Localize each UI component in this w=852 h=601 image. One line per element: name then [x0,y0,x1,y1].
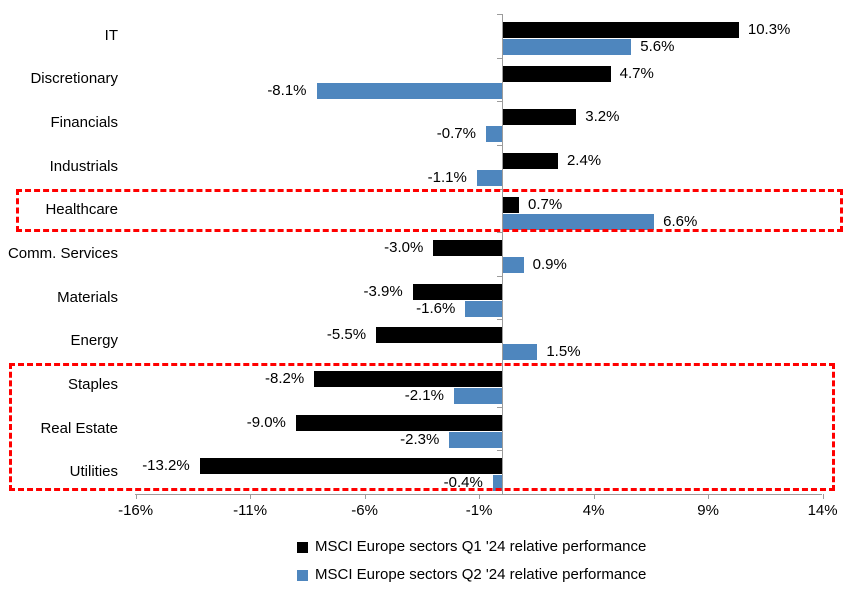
x-tick-label: -6% [351,502,378,519]
bar-q1 [412,283,502,300]
x-tick [250,494,252,499]
bar-q2 [503,257,524,274]
category-label: Materials [57,288,118,306]
x-tick [364,494,366,499]
bar-q2 [465,300,502,317]
value-label-q1: 2.4% [566,151,602,169]
category-tick [497,319,502,321]
value-label-q1: -9.0% [246,413,286,431]
value-label-q1: -8.2% [265,370,305,388]
x-tick-label: -11% [233,502,268,519]
highlight-box [16,188,843,233]
x-tick-label: 4% [582,502,605,519]
x-tick [708,494,710,499]
value-label-q2: -2.3% [400,430,440,448]
value-label-q2: 0.9% [532,256,567,274]
bar-q2 [503,213,655,230]
category-label: Utilities [69,463,118,481]
value-label-q1: 10.3% [747,21,791,38]
bar-q2 [503,344,538,361]
x-tick-label: 14% [807,502,838,519]
category-label: Industrials [49,157,118,175]
value-label-q2: -0.4% [443,474,483,492]
category-label: Staples [67,375,118,393]
value-label-q1: 3.2% [585,108,620,126]
bar-q1 [376,327,502,344]
category-label: Real Estate [40,419,118,437]
bar-q1 [295,414,502,431]
bar-q1 [503,109,577,126]
x-tick [822,494,824,499]
category-tick [497,406,502,408]
value-label-q2: -0.7% [436,125,476,143]
value-label-q2: -2.1% [404,387,444,405]
bar-q1 [199,458,502,475]
value-label-q2: -1.1% [427,168,467,186]
value-label-q1: 4.7% [619,64,654,82]
bar-q2 [476,169,502,186]
bar-q2 [492,475,502,492]
category-label: Healthcare [45,201,118,219]
bar-q2 [503,39,632,55]
legend-item-q2: MSCI Europe sectors Q2 '24 relative perf… [297,566,646,584]
x-tick [135,494,137,499]
legend-swatch-q1 [297,541,308,553]
category-tick [497,14,502,15]
value-label-q1: 0.7% [528,195,563,213]
bar-q1 [503,152,558,169]
value-label-q1: -13.2% [142,457,190,475]
value-label-q2: -8.1% [267,81,307,99]
category-label: Discretionary [30,70,118,88]
bar-q2 [453,388,502,405]
category-label: Comm. Services [7,245,118,262]
x-axis-line [135,494,822,495]
value-label-q2: 5.6% [640,38,675,55]
x-tick-label: -1% [465,502,493,519]
x-tick-label: 9% [697,502,719,519]
category-tick [497,57,502,59]
bar-q2 [449,431,502,448]
value-label-q1: -3.9% [363,282,403,300]
bar-q1 [503,65,611,82]
x-tick [593,494,595,499]
y-axis-line [502,14,503,494]
category-tick [497,450,502,452]
value-label-q2: 6.6% [663,212,698,230]
legend-label-q2: MSCI Europe sectors Q2 '24 relative perf… [315,566,647,583]
bar-q1 [314,371,502,388]
x-tick [479,494,481,499]
value-label-q1: -3.0% [384,239,424,257]
category-label: Energy [70,332,118,350]
value-label-q2: -1.6% [416,299,456,317]
category-tick [497,144,502,146]
category-label: Financials [50,114,118,132]
category-label: IT [104,26,118,44]
legend-swatch-q2 [297,569,308,581]
value-label-q2: 1.5% [546,343,581,361]
highlight-box [9,363,835,491]
bar-q2 [316,82,502,99]
value-label-q1: -5.5% [326,326,367,344]
x-tick-label: -16% [118,502,154,519]
legend-item-q1: MSCI Europe sectors Q1 '24 relative perf… [297,538,646,556]
bar-q1 [503,22,739,38]
bar-q1 [503,196,520,213]
category-tick [497,275,502,277]
category-tick [497,101,502,103]
bar-q2 [485,126,502,143]
category-tick [497,232,502,234]
legend-label-q1: MSCI Europe sectors Q1 '24 relative perf… [315,538,647,555]
bar-q1 [433,240,502,257]
